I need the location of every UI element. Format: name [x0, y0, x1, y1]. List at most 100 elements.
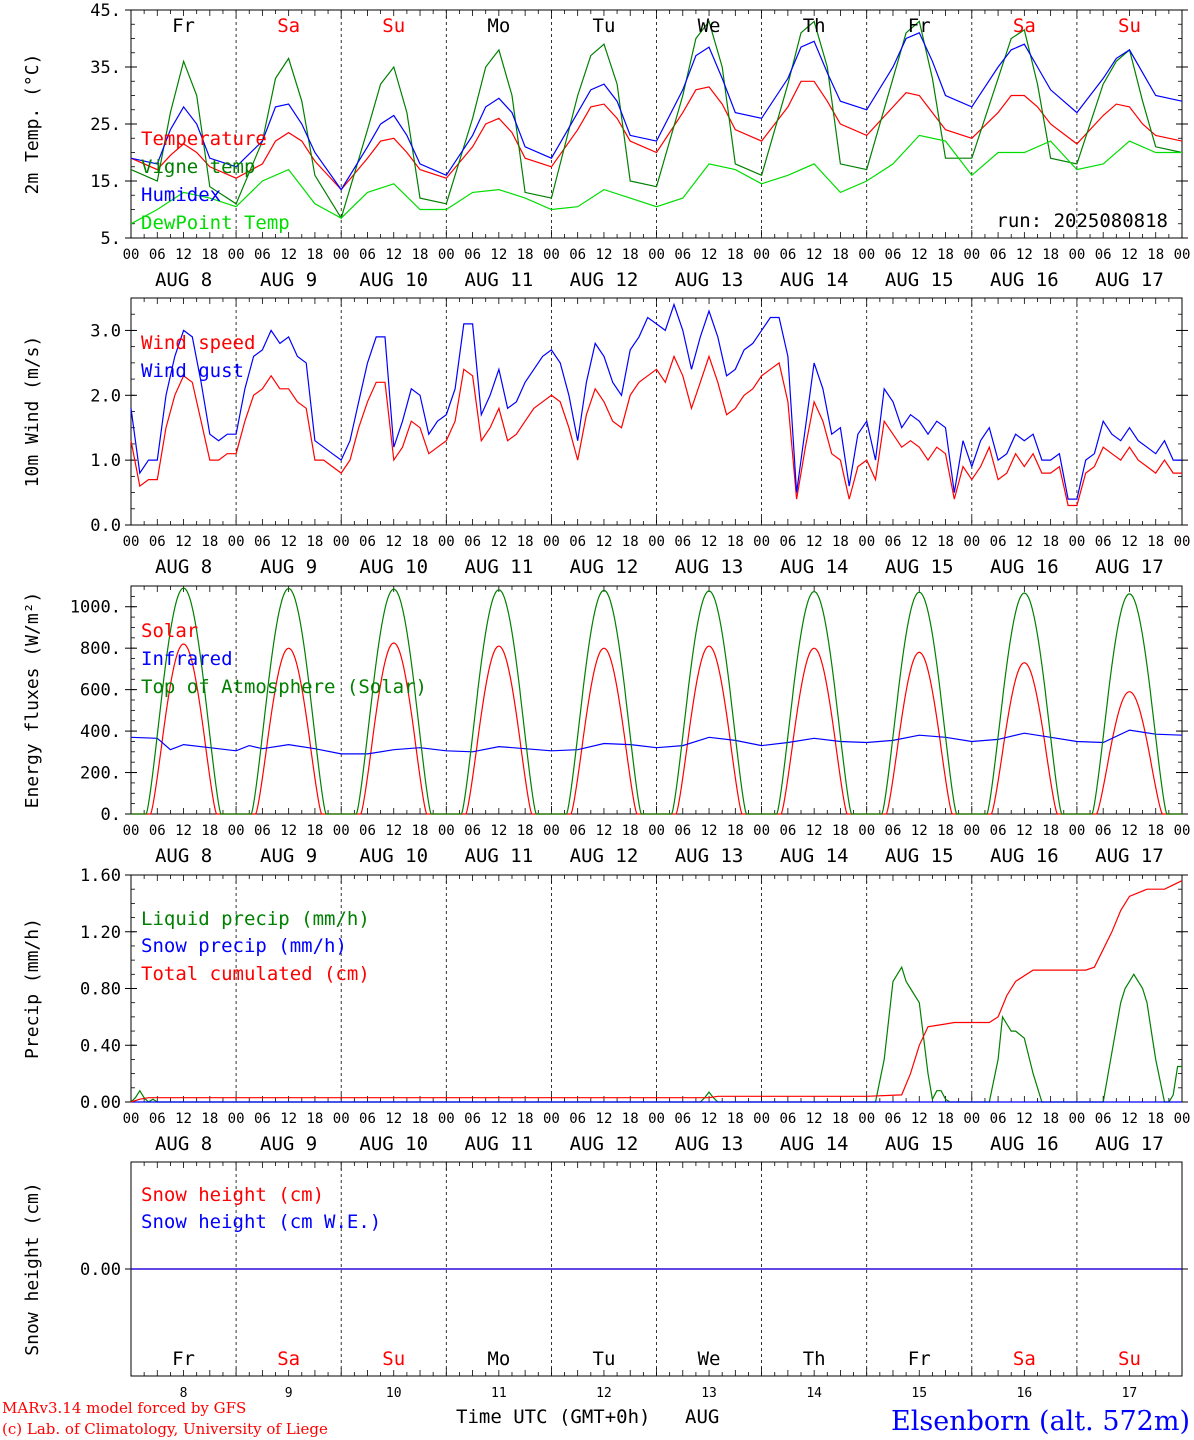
x-hour-label: 12 — [806, 247, 823, 263]
x-hour-label: 18 — [412, 823, 429, 839]
x-hour-label: 06 — [1095, 534, 1112, 550]
x-hour-label: 06 — [990, 1111, 1007, 1127]
x-hour-label: 00 — [1068, 823, 1085, 839]
x-hour-label: 18 — [201, 534, 218, 550]
x-date-label: AUG 10 — [359, 1133, 428, 1155]
x-hour-label: 18 — [412, 1111, 429, 1127]
y-tick-label: 1.20 — [80, 923, 121, 943]
x-hour-label: 12 — [596, 1111, 613, 1127]
x-hour-label: 18 — [1147, 1111, 1164, 1127]
x-hour-label: 00 — [543, 247, 560, 263]
panel-precip: 0.00 0.40 0.80 1.20 1.60 Precip (mm/h) Liquid … — [22, 866, 1190, 1155]
y-tick-label: 0. — [101, 805, 121, 825]
x-hour-label: 18 — [1147, 823, 1164, 839]
x-hour-label: 12 — [175, 534, 192, 550]
x-hour-label: 06 — [464, 1111, 481, 1127]
legend-entry: Temperature — [141, 128, 267, 150]
weekday-label: Tu — [593, 15, 616, 37]
x-hour-label: 06 — [674, 1111, 691, 1127]
x-hour-label: 06 — [569, 534, 586, 550]
x-date-label: AUG 12 — [570, 269, 639, 291]
x-hour-label: 06 — [885, 534, 902, 550]
y-tick-label: 800. — [80, 639, 121, 659]
x-hour-label: 00 — [438, 823, 455, 839]
x-hour-label: 00 — [858, 823, 875, 839]
x-date-label: AUG 10 — [359, 269, 428, 291]
x-date-label: AUG 12 — [570, 1133, 639, 1155]
x-date-label: AUG 16 — [990, 556, 1059, 578]
y-tick-label: 200. — [80, 764, 121, 784]
y-tick-label: 0.40 — [80, 1036, 121, 1056]
x-hour-label: 00 — [228, 247, 245, 263]
x-hour-label: 12 — [1121, 823, 1138, 839]
legend-entry: Infrared — [141, 648, 233, 670]
x-hour-label: 06 — [1095, 823, 1112, 839]
legend-entry: Liquid precip (mm/h) — [141, 908, 370, 930]
series-line-temperature — [130, 80, 1183, 191]
footer-station: Elsenborn (alt. 572m) — [891, 1406, 1190, 1437]
x-hour-label: 12 — [806, 534, 823, 550]
x-date-label: AUG 12 — [570, 845, 639, 867]
legend-entry: Top of Atmosphere (Solar) — [141, 676, 427, 698]
y-tick-label: 0.00 — [80, 1260, 121, 1280]
x-hour-label: 18 — [832, 247, 849, 263]
x-hour-label: 12 — [490, 823, 507, 839]
y-tick-label: 0.00 — [80, 1093, 121, 1113]
x-date-label: AUG 17 — [1095, 556, 1164, 578]
weekday-label-bottom: Fr — [908, 1348, 931, 1370]
x-hour-label: 00 — [123, 823, 140, 839]
x-date-label: AUG 16 — [990, 269, 1059, 291]
x-hour-label: 18 — [517, 1111, 534, 1127]
x-hour-label: 00 — [543, 534, 560, 550]
x-hour-label: 06 — [359, 534, 376, 550]
x-hour-label: 00 — [228, 823, 245, 839]
x-hour-label: 12 — [806, 823, 823, 839]
x-hour-label: 12 — [385, 823, 402, 839]
weekday-label-bottom: Su — [1118, 1348, 1141, 1370]
y-tick-label: 5. — [101, 229, 121, 249]
x-hour-label: 12 — [911, 823, 928, 839]
x-hour-label: 18 — [306, 823, 323, 839]
x-hour-label: 06 — [779, 823, 796, 839]
x-hour-label: 18 — [832, 823, 849, 839]
day-number-label: 10 — [386, 1386, 402, 1401]
x-hour-label: 18 — [1147, 534, 1164, 550]
x-date-label: AUG 11 — [465, 1133, 534, 1155]
x-hour-label: 06 — [990, 534, 1007, 550]
x-hour-label: 18 — [622, 823, 639, 839]
x-hour-label: 12 — [596, 823, 613, 839]
x-hour-label: 12 — [175, 247, 192, 263]
x-hour-label: 12 — [911, 1111, 928, 1127]
x-hour-label: 18 — [937, 247, 954, 263]
x-hour-label: 18 — [727, 247, 744, 263]
x-hour-label: 06 — [885, 1111, 902, 1127]
x-hour-label: 00 — [1174, 247, 1191, 263]
weekday-label: Th — [803, 15, 826, 37]
series-line-solar — [131, 642, 1182, 815]
y-tick-label: 600. — [80, 681, 121, 701]
x-hour-label: 00 — [333, 247, 350, 263]
x-hour-label: 00 — [753, 247, 770, 263]
x-hour-label: 18 — [201, 247, 218, 263]
x-hour-label: 00 — [123, 247, 140, 263]
x-hour-label: 06 — [1095, 247, 1112, 263]
x-hour-label: 00 — [753, 823, 770, 839]
x-hour-label: 06 — [464, 534, 481, 550]
series-line-total-cumulated-cm- — [130, 880, 1183, 1103]
x-hour-label: 00 — [648, 1111, 665, 1127]
x-hour-label: 18 — [517, 534, 534, 550]
x-hour-label: 12 — [596, 534, 613, 550]
x-hour-label: 12 — [175, 823, 192, 839]
x-hour-label: 06 — [779, 1111, 796, 1127]
legend-entry: Wind speed — [141, 332, 255, 354]
x-hour-label: 06 — [779, 247, 796, 263]
x-hour-label: 18 — [306, 1111, 323, 1127]
x-hour-label: 12 — [1016, 823, 1033, 839]
y-tick-label: 1000. — [70, 598, 121, 618]
x-hour-label: 00 — [648, 534, 665, 550]
x-hour-label: 12 — [280, 823, 297, 839]
x-hour-label: 00 — [543, 1111, 560, 1127]
footer-xlabel: Time UTC (GMT+0h) — [456, 1406, 650, 1428]
series-line-dewpoint-temp — [130, 134, 1182, 225]
x-hour-label: 00 — [438, 1111, 455, 1127]
